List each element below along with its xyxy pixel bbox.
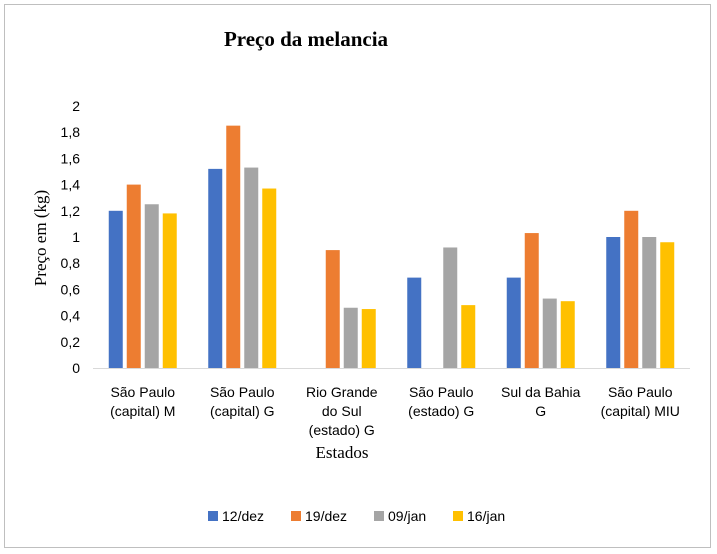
category-label: São Paulo (estado) G	[408, 384, 474, 419]
legend: 12/dez 19/dez 09/jan 16/jan	[208, 508, 505, 524]
legend-swatch	[291, 511, 301, 521]
bars-group	[108, 125, 675, 369]
legend-label: 16/jan	[467, 508, 505, 524]
bar	[542, 298, 557, 368]
y-tick-label: 0	[72, 360, 80, 376]
y-tick-label: 1	[72, 229, 80, 245]
bar	[162, 213, 177, 368]
category-label: São Paulo (capital) G	[210, 384, 275, 419]
legend-swatch	[374, 511, 384, 521]
bar	[126, 184, 141, 368]
legend-swatch	[208, 511, 218, 521]
bar	[407, 277, 422, 368]
legend-label: 09/jan	[388, 508, 426, 524]
y-tick-label: 0,4	[61, 308, 81, 324]
bar	[642, 237, 657, 368]
y-tick-label: 1,4	[61, 177, 81, 193]
bar	[606, 237, 621, 368]
y-tick-label: 0,2	[61, 334, 81, 350]
bar	[660, 242, 675, 368]
chart-title: Preço da melancia	[224, 27, 389, 51]
bar	[325, 250, 340, 368]
bar	[343, 307, 358, 368]
y-tick-label: 1,6	[61, 150, 81, 166]
bar	[443, 247, 458, 368]
bar	[506, 277, 521, 368]
bar	[208, 168, 223, 368]
y-tick-label: 1,2	[61, 203, 81, 219]
y-axis-ticks: 0 0,2 0,4 0,6 0,8 1 1,2 1,4 1,6 1,8 2	[61, 98, 81, 376]
legend-label: 19/dez	[305, 508, 347, 524]
bar	[524, 233, 539, 368]
bar	[262, 188, 277, 368]
y-tick-label: 0,8	[61, 255, 81, 271]
legend-swatch	[453, 511, 463, 521]
y-tick-label: 0,6	[61, 281, 81, 297]
bar	[244, 167, 259, 368]
bar	[361, 309, 376, 368]
y-axis-label: Preço em (kg)	[31, 190, 50, 286]
bar	[144, 204, 159, 368]
legend-label: 12/dez	[222, 508, 264, 524]
bar	[461, 305, 476, 368]
category-label: São Paulo (capital) M	[110, 384, 175, 419]
category-labels: São Paulo (capital) M São Paulo (capital) G…	[110, 384, 680, 438]
bar	[624, 210, 639, 368]
bar	[108, 210, 123, 368]
bar	[560, 301, 575, 368]
x-axis-label: Estados	[316, 443, 369, 462]
category-label: Sul da Bahia G	[501, 384, 581, 419]
category-label: São Paulo (capital) MIU	[601, 384, 680, 419]
bar	[226, 125, 241, 369]
category-label: Rio Grande do Sul (estado) G	[306, 384, 378, 438]
y-tick-label: 2	[72, 98, 80, 114]
y-tick-label: 1,8	[61, 124, 81, 140]
